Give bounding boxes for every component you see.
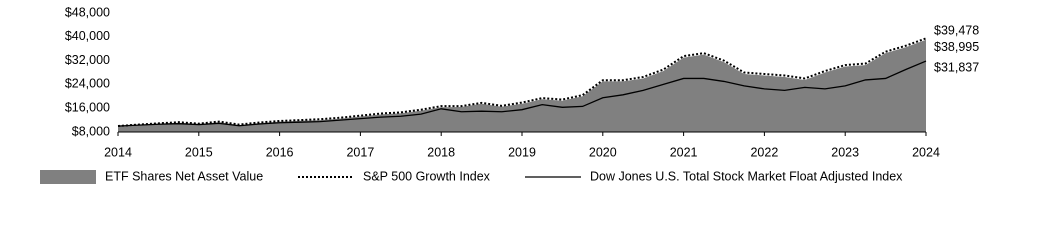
- y-tick-label: $8,000: [72, 124, 110, 138]
- legend-label: S&P 500 Growth Index: [363, 169, 491, 183]
- y-tick-label: $16,000: [65, 100, 110, 114]
- x-tick-label: 2014: [104, 145, 132, 159]
- y-tick-label: $48,000: [65, 5, 110, 19]
- end-label: $31,837: [934, 60, 979, 74]
- y-tick-label: $32,000: [65, 53, 110, 67]
- legend-label: ETF Shares Net Asset Value: [105, 169, 263, 183]
- y-tick-label: $40,000: [65, 29, 110, 43]
- x-tick-label: 2016: [266, 145, 294, 159]
- x-tick-label: 2019: [508, 145, 536, 159]
- line: [117, 37, 927, 128]
- end-label: $38,995: [934, 40, 979, 54]
- x-tick-label: 2023: [831, 145, 859, 159]
- x-tick-label: 2017: [346, 145, 374, 159]
- page: {"chart_data": {"type": "line", "x": [20…: [40, 5, 980, 184]
- line: [117, 60, 927, 127]
- chart: $8,000 $16,000 $24,000 $32,000 $40,000 $48,00…: [40, 5, 979, 184]
- legend-label: Dow Jones U.S. Total Stock Market Float …: [590, 169, 903, 183]
- area: [118, 39, 926, 133]
- x-tick-label: 2022: [750, 145, 778, 159]
- x-tick-label: 2021: [670, 145, 698, 159]
- end-label: $39,478: [934, 24, 979, 38]
- legend-swatch: [40, 170, 96, 184]
- x-tick-label: 2024: [912, 145, 940, 159]
- x-tick-label: 2020: [589, 145, 617, 159]
- x-tick-label: 2018: [427, 145, 455, 159]
- y-tick-label: $24,000: [65, 77, 110, 91]
- x-tick-label: 2015: [185, 145, 213, 159]
